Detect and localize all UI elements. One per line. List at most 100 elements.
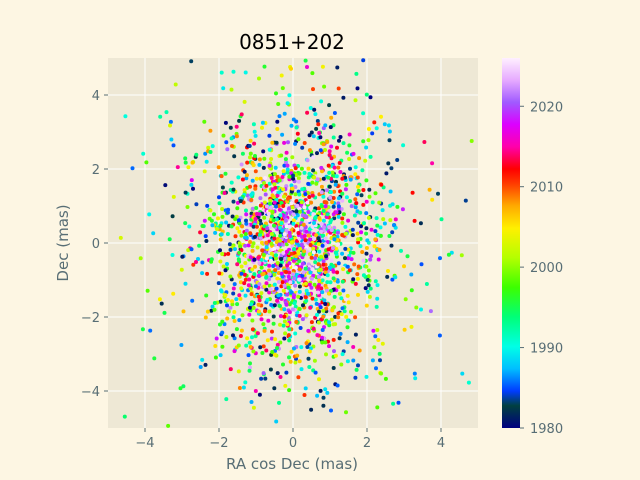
scatter-point bbox=[305, 65, 309, 69]
scatter-point bbox=[269, 258, 273, 263]
scatter-point bbox=[296, 375, 301, 380]
scatter-point bbox=[181, 384, 186, 389]
scatter-point bbox=[232, 319, 237, 323]
scatter-point bbox=[297, 307, 302, 311]
scatter-point bbox=[329, 408, 333, 413]
scatter-point bbox=[341, 288, 346, 293]
scatter-point bbox=[250, 244, 255, 249]
scatter-point bbox=[251, 122, 256, 127]
scatter-point bbox=[248, 222, 253, 227]
scatter-point bbox=[310, 193, 315, 198]
scatter-point bbox=[159, 301, 164, 306]
scatter-point bbox=[263, 309, 267, 314]
scatter-point bbox=[237, 229, 242, 234]
scatter-point bbox=[360, 168, 365, 173]
scatter-point bbox=[299, 200, 304, 205]
x-tick-label: 0 bbox=[289, 436, 297, 451]
scatter-point bbox=[221, 86, 226, 91]
scatter-point bbox=[284, 302, 289, 307]
scatter-point bbox=[312, 358, 317, 363]
scatter-point bbox=[341, 95, 346, 100]
scatter-point bbox=[189, 182, 194, 187]
scatter-point bbox=[308, 106, 313, 110]
scatter-point bbox=[418, 221, 423, 226]
scatter-point bbox=[375, 296, 380, 301]
scatter-point bbox=[318, 148, 323, 153]
scatter-point bbox=[316, 274, 321, 279]
scatter-point bbox=[210, 144, 215, 149]
scatter-point bbox=[348, 166, 352, 171]
scatter-point bbox=[274, 419, 279, 424]
scatter-point bbox=[337, 161, 342, 165]
scatter-point bbox=[364, 211, 369, 216]
scatter-point bbox=[278, 213, 283, 218]
scatter-point bbox=[292, 276, 296, 281]
scatter-point bbox=[335, 234, 340, 239]
scatter-point bbox=[336, 315, 341, 320]
scatter-point bbox=[327, 323, 332, 328]
scatter-point bbox=[363, 158, 368, 163]
scatter-point bbox=[316, 290, 321, 295]
scatter-point bbox=[355, 231, 360, 236]
scatter-point bbox=[337, 210, 342, 215]
scatter-point bbox=[380, 341, 385, 346]
scatter-point bbox=[274, 140, 279, 145]
scatter-point bbox=[274, 204, 278, 209]
scatter-point bbox=[282, 307, 287, 312]
scatter-point bbox=[254, 206, 259, 210]
scatter-point bbox=[386, 161, 391, 166]
scatter-point bbox=[324, 306, 329, 311]
scatter-point bbox=[321, 142, 326, 147]
scatter-point bbox=[258, 203, 263, 208]
scatter-point bbox=[220, 207, 225, 211]
scatter-point bbox=[275, 371, 280, 376]
scatter-point bbox=[232, 349, 237, 354]
scatter-point bbox=[218, 248, 222, 253]
scatter-point bbox=[387, 138, 392, 143]
scatter-point bbox=[205, 309, 210, 314]
scatter-point bbox=[305, 345, 310, 349]
scatter-point bbox=[303, 266, 308, 271]
scatter-point bbox=[260, 351, 265, 355]
scatter-point bbox=[389, 166, 394, 171]
scatter-point bbox=[220, 252, 225, 256]
scatter-point bbox=[356, 363, 360, 368]
scatter-point bbox=[183, 221, 188, 226]
scatter-point bbox=[323, 236, 328, 241]
colorbar: 1980 1990 2000 2010 2020 bbox=[502, 58, 563, 437]
scatter-point bbox=[309, 407, 314, 412]
scatter-point bbox=[366, 127, 371, 131]
scatter-point bbox=[271, 264, 276, 268]
scatter-point bbox=[280, 86, 285, 91]
scatter-point bbox=[263, 376, 268, 381]
scatter-point bbox=[294, 209, 299, 214]
scatter-point bbox=[235, 226, 240, 231]
scatter-point bbox=[300, 261, 305, 266]
scatter-point bbox=[166, 423, 171, 428]
scatter-point bbox=[285, 163, 290, 168]
scatter-point bbox=[364, 226, 369, 231]
scatter-point bbox=[375, 405, 380, 410]
scatter-point bbox=[230, 144, 234, 148]
scatter-point bbox=[311, 273, 316, 278]
scatter-point bbox=[327, 103, 332, 108]
scatter-point bbox=[400, 207, 405, 212]
colorbar-gradient bbox=[502, 58, 520, 428]
scatter-point bbox=[339, 362, 344, 367]
scatter-point bbox=[281, 362, 285, 367]
scatter-point bbox=[243, 261, 248, 265]
scatter-point bbox=[239, 248, 244, 253]
scatter-point bbox=[395, 158, 400, 162]
scatter-point bbox=[356, 240, 361, 245]
scatter-point bbox=[335, 230, 340, 235]
scatter-point bbox=[213, 355, 218, 360]
scatter-point bbox=[328, 195, 333, 200]
scatter-point bbox=[217, 271, 222, 276]
scatter-point bbox=[287, 310, 292, 315]
scatter-point bbox=[307, 365, 312, 369]
scatter-point bbox=[332, 237, 337, 242]
scatter-point bbox=[263, 176, 268, 181]
scatter-point bbox=[463, 198, 468, 203]
scatter-point bbox=[340, 306, 345, 311]
scatter-point bbox=[322, 84, 327, 89]
